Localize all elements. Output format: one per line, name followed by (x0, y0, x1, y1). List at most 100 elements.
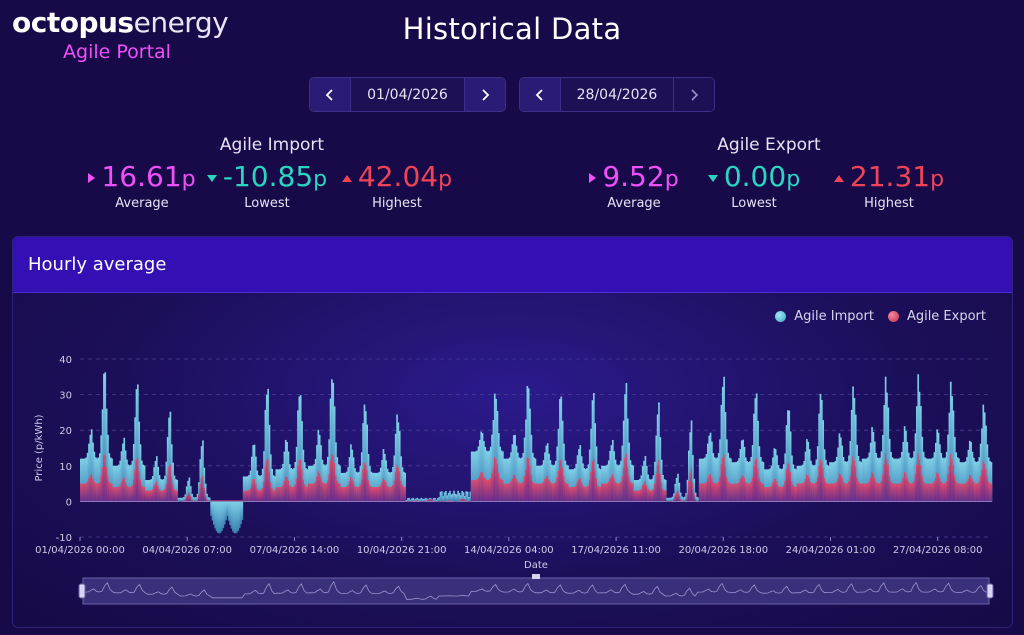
export-bar (709, 474, 712, 502)
import-bar (726, 439, 728, 502)
export-bar (229, 500, 231, 502)
export-bar (177, 501, 180, 502)
import-bar (455, 494, 458, 502)
export-bar (986, 476, 989, 502)
import-bar (279, 469, 282, 502)
import-bar (723, 376, 725, 502)
import-bar (268, 424, 271, 502)
export-bar (261, 487, 264, 502)
export-bar (971, 479, 974, 502)
navigator-handle-left[interactable] (78, 583, 86, 599)
export-bar (803, 482, 806, 502)
export-bar (313, 483, 316, 502)
legend-item-export[interactable]: Agile Export (887, 309, 986, 324)
import-bar (170, 444, 173, 502)
import-bar (641, 466, 644, 502)
import-bar (327, 456, 329, 502)
export-bar (799, 483, 801, 502)
export-bar (526, 457, 529, 502)
import-bar (196, 493, 199, 502)
export-bar (236, 500, 238, 502)
import-bar (358, 471, 360, 502)
import-bar (522, 453, 525, 502)
import-bar (101, 409, 104, 502)
export-bar (476, 479, 478, 502)
export-bar (396, 464, 398, 502)
price-chart[interactable]: -10 0 10 20 30 40 Price (p/kWh) 01/04/2026 00:0… (13, 237, 1013, 628)
import-bar (605, 465, 607, 502)
import-bar (569, 469, 572, 502)
import-bar (673, 493, 675, 502)
start-date-next-button[interactable] (465, 78, 505, 111)
import-bar (169, 411, 172, 502)
navigator-handle-right[interactable] (986, 583, 994, 599)
export-bar (783, 485, 785, 502)
import-bar (99, 453, 101, 502)
import-bar (489, 446, 492, 502)
start-date-prev-button[interactable] (310, 78, 350, 111)
import-lowest-label: Lowest (244, 196, 290, 211)
export-bar (808, 478, 811, 502)
import-bar (386, 468, 389, 502)
brand-logo[interactable]: octopusenergy Agile Portal (12, 6, 229, 63)
export-bar (352, 481, 355, 502)
import-bar (191, 493, 193, 502)
export-bar (556, 476, 559, 502)
import-bar (236, 501, 238, 533)
end-date-value[interactable]: 28/04/2026 (560, 78, 674, 111)
import-bar (333, 406, 336, 502)
legend-label-import: Agile Import (794, 309, 874, 324)
export-bar (329, 460, 332, 502)
export-bar (705, 481, 708, 502)
export-bar (172, 484, 174, 502)
import-bar (335, 442, 337, 502)
export-bar (666, 501, 668, 502)
import-bar (707, 443, 709, 502)
export-bar (280, 486, 283, 502)
import-bar (450, 494, 453, 502)
export-bar (196, 499, 199, 502)
export-bar (496, 463, 499, 502)
import-bar (479, 439, 481, 502)
export-bar (423, 501, 426, 502)
export-bar (837, 478, 839, 502)
export-bar (249, 488, 252, 502)
export-bar (943, 483, 945, 502)
export-bar (531, 481, 534, 502)
export-bar (502, 480, 504, 502)
export-bar (704, 483, 706, 502)
export-bar (187, 493, 189, 502)
import-bar (496, 410, 499, 502)
import-bar (555, 460, 557, 502)
export-bar (127, 486, 130, 502)
export-bar (586, 486, 588, 502)
legend-item-import[interactable]: Agile Import (775, 309, 874, 324)
chevron-right-icon (691, 88, 699, 101)
import-bar (447, 492, 450, 502)
import-bar (830, 462, 833, 502)
export-bar (122, 479, 124, 502)
import-bar (183, 496, 185, 502)
export-average-label: Average (607, 196, 661, 211)
export-bar (863, 483, 865, 502)
import-bar (932, 457, 934, 502)
import-bar (552, 465, 554, 502)
end-date-prev-button[interactable] (520, 78, 560, 111)
export-bar (758, 477, 761, 502)
start-date-value[interactable]: 01/04/2026 (350, 78, 465, 111)
import-bar (187, 480, 189, 502)
export-bar (218, 500, 221, 502)
export-bar (131, 485, 134, 502)
import-bar (166, 436, 169, 502)
import-bar (783, 464, 785, 502)
export-bar (245, 490, 248, 502)
import-bar (388, 471, 390, 502)
export-bar (303, 484, 306, 502)
import-bar (227, 501, 230, 521)
export-bar (484, 478, 487, 502)
export-bar (590, 471, 592, 502)
export-bar (617, 483, 620, 502)
legend-dot-import (775, 311, 787, 322)
end-date-next-button[interactable] (674, 78, 714, 111)
import-bar (924, 457, 926, 502)
